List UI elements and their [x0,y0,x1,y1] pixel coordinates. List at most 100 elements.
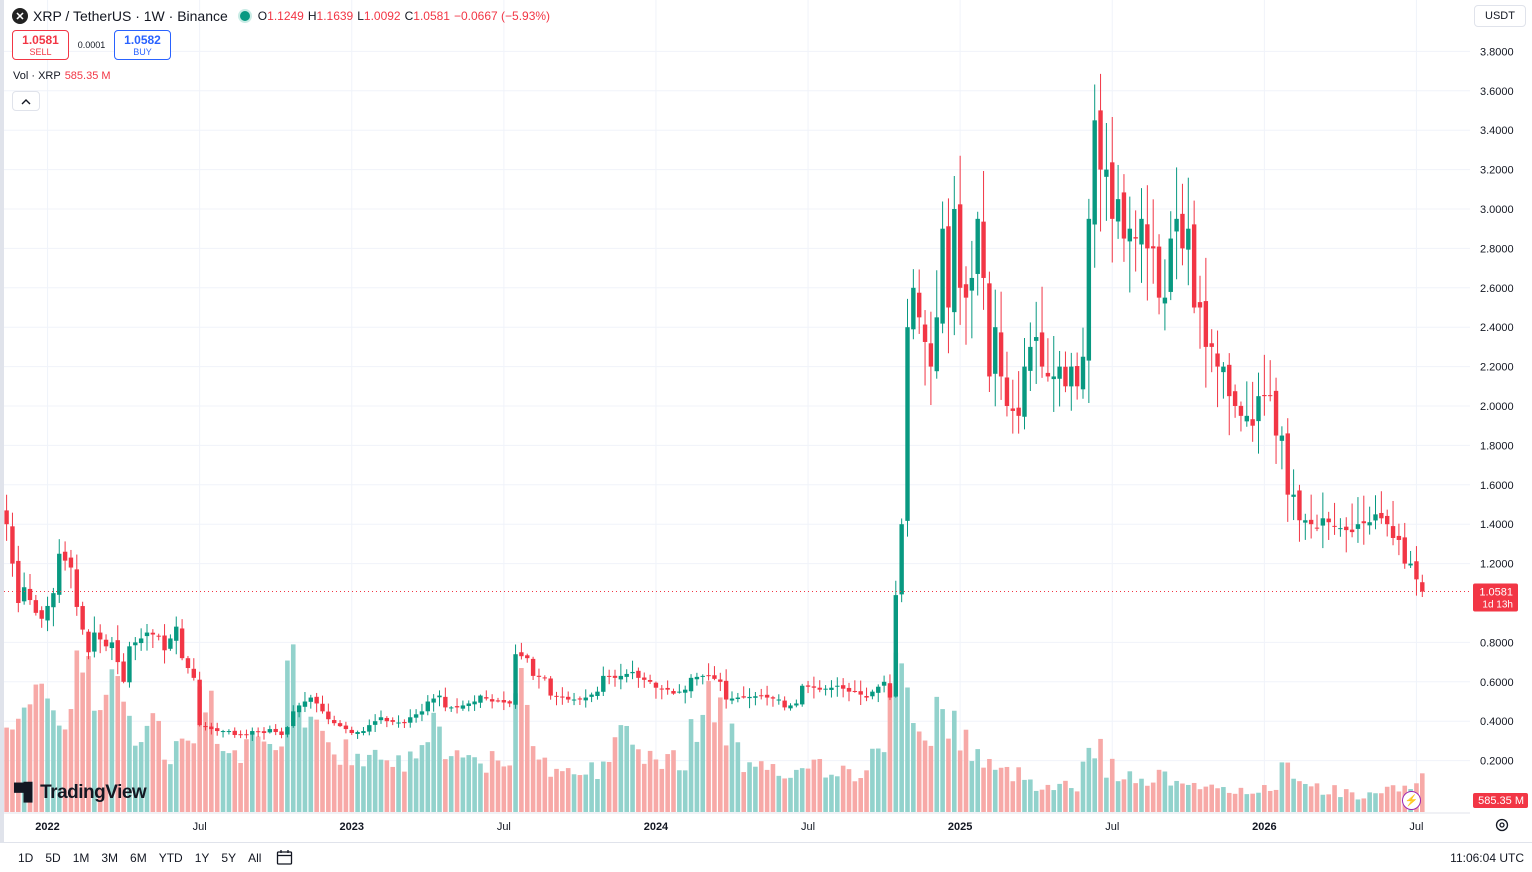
candle-body [823,688,828,690]
candle-body [372,721,378,725]
y-tick-label: 2.2000 [1480,362,1514,374]
x-tick-label: 2025 [948,821,972,833]
symbol-title[interactable]: XRP / TetherUS · 1W · Binance [33,8,228,24]
high-value: 1.1639 [316,9,354,23]
candle-body [51,593,56,608]
tradingview-logo[interactable]: ▀▋ TradingView [14,782,147,804]
candle-body [1268,395,1273,397]
volume-bar [33,684,39,812]
volume-bar [712,722,717,812]
candle-body [460,705,466,709]
volume-bar [694,741,700,812]
volume-bar [1174,780,1179,812]
volume-bar [992,769,998,812]
volume-bar [396,755,401,812]
candle-body [425,701,430,712]
candle-body [27,588,33,601]
volume-bar [536,759,542,812]
candle-body [881,681,887,686]
volume-bar [390,766,395,812]
y-tick-label: 0.2000 [1480,756,1514,768]
candle-body [21,587,27,602]
volume-bar [501,766,507,812]
volume-bar [688,719,694,812]
volume-bar [448,756,454,812]
x-tick-label: 2023 [340,821,364,833]
volume-bar [911,723,916,812]
volume-bar [893,652,899,812]
y-tick-label: 0.6000 [1480,677,1514,689]
market-status-icon[interactable] [239,11,250,21]
volume-bar [51,710,56,812]
volume-bar [922,740,928,812]
x-logo-icon: ✕ [12,8,28,24]
range-button-6m[interactable]: 6M [130,851,147,865]
currency-selector[interactable]: USDT [1474,5,1526,27]
collapse-legend-button[interactable] [12,91,40,111]
candle-body [560,696,565,698]
volume-bar [27,704,33,812]
volume-bar [612,737,618,812]
candle-body [472,701,477,705]
volume-bar [624,725,629,812]
candle-body [150,632,156,635]
candle-body [536,675,542,677]
volume-bar [460,757,466,812]
range-button-1y[interactable]: 1Y [194,851,210,865]
buy-button[interactable]: 1.0582 BUY [114,30,171,60]
x-tick-label: Jul [801,821,815,833]
volume-bar [835,776,840,812]
y-tick-label: 3.8000 [1480,46,1514,58]
volume-bar [987,758,992,812]
candle-body [618,675,624,680]
candle-body [443,696,448,708]
candle-body [226,731,232,733]
gear-icon[interactable] [1494,817,1510,833]
range-button-all[interactable]: All [248,851,262,865]
range-button-ytd[interactable]: YTD [158,851,183,865]
candle-body [431,698,436,703]
volume-bar [1080,761,1086,812]
calendar-icon[interactable] [276,849,293,865]
ohlc-close: C1.0581 [405,9,450,23]
close-label: C [404,9,414,23]
range-button-5d[interactable]: 5D [45,851,61,865]
candle-body [612,675,618,678]
volume-bar [513,693,518,812]
volume-bar [495,760,501,812]
volume-value-badge [1473,793,1528,808]
candle-body [1326,518,1331,523]
range-button-1m[interactable]: 1M [72,851,90,865]
volume-bar [1303,783,1308,812]
volume-bar [934,696,940,812]
candle-body [566,696,571,700]
volume-legend[interactable]: Vol · XRP 585.35 M [13,70,111,82]
volume-bar [109,669,115,812]
candle-body [343,725,349,730]
volume-bar [1209,784,1214,812]
candle-body [1361,521,1366,524]
volume-bar [1098,738,1103,812]
volume-bar [747,762,752,812]
candle-body [33,600,39,613]
volume-bar [74,650,80,812]
volume-bar [946,738,951,812]
candle-body [1092,120,1097,225]
utc-clock[interactable]: 11:06:04 UTC [1450,851,1524,865]
candle-body [326,711,331,720]
candle-body [103,639,109,647]
range-button-5y[interactable]: 5Y [221,851,237,865]
candle-body [653,682,659,688]
volume-bar [16,718,21,812]
range-button-3m[interactable]: 3M [101,851,119,865]
candle-body [1314,527,1320,529]
volume-bar [378,759,384,812]
candle-body [68,557,74,568]
candle-body [174,626,179,641]
sell-button[interactable]: 1.0581 SELL [12,30,69,60]
candle-body [1285,433,1290,495]
range-button-1d[interactable]: 1D [18,851,34,865]
lightning-icon[interactable]: ⚡ [1402,791,1421,810]
candle-body [1151,246,1156,249]
